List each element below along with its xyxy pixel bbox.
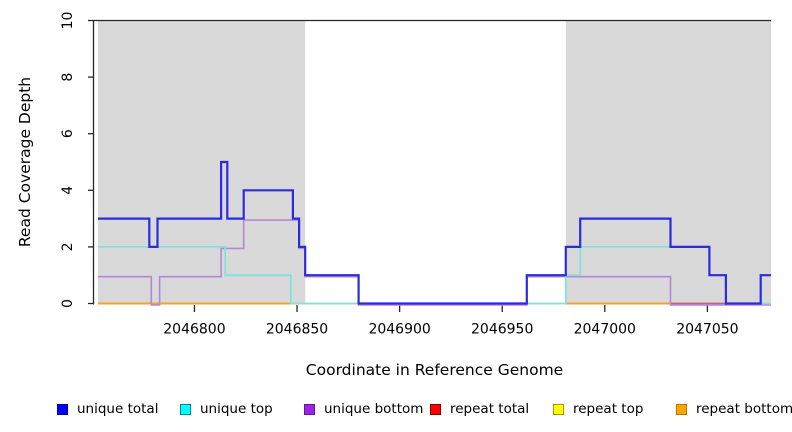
- chart-legend: unique total unique top unique bottom re…: [0, 398, 792, 424]
- legend-swatch-repeat-bottom: [676, 403, 687, 415]
- legend-label: repeat top: [573, 401, 644, 417]
- y-tick-label: 0: [60, 299, 76, 308]
- legend-item-repeat-top: repeat top: [553, 398, 643, 420]
- x-tick-label: 2046850: [266, 322, 328, 338]
- shaded-repeat-region: [565, 20, 771, 304]
- y-tick-label: 8: [60, 73, 76, 82]
- chart-canvas: 0 2 4 6 8 10 2046800 2046850 2046900 2046950 20470…: [16, 12, 771, 379]
- legend-item-unique-top: unique top: [180, 398, 273, 420]
- x-tick-label: 2046800: [163, 322, 225, 338]
- legend-item-unique-bottom: unique bottom: [304, 398, 423, 420]
- legend-item-repeat-total: repeat total: [430, 398, 529, 420]
- legend-label: repeat total: [450, 401, 530, 417]
- legend-item-repeat-bottom: repeat bottom: [676, 398, 792, 420]
- legend-swatch-repeat-top: [553, 403, 564, 415]
- y-tick-label: 2: [60, 242, 76, 251]
- x-tick-label: 2046950: [471, 322, 533, 338]
- x-tick-label: 2046900: [368, 322, 430, 338]
- legend-item-unique-total: unique total: [57, 398, 158, 420]
- legend-swatch-unique-total: [57, 403, 68, 415]
- x-tick-label: 2047000: [574, 322, 636, 338]
- y-tick-label: 6: [60, 129, 76, 138]
- legend-swatch-unique-bottom: [304, 403, 315, 415]
- legend-label: unique bottom: [324, 401, 424, 417]
- x-axis-title: Coordinate in Reference Genome: [306, 361, 563, 379]
- y-tick-label: 4: [60, 186, 76, 195]
- y-axis-title: Read Coverage Depth: [16, 77, 34, 247]
- legend-swatch-unique-top: [180, 403, 191, 415]
- shaded-repeat-region: [98, 20, 306, 304]
- legend-label: unique total: [77, 401, 159, 417]
- x-tick-label: 2047050: [676, 322, 738, 338]
- y-tick-label: 10: [60, 12, 76, 30]
- legend-label: repeat bottom: [696, 401, 792, 417]
- legend-label: unique top: [200, 401, 273, 417]
- series-line-unique-total: [98, 160, 771, 305]
- legend-swatch-repeat-total: [430, 403, 441, 415]
